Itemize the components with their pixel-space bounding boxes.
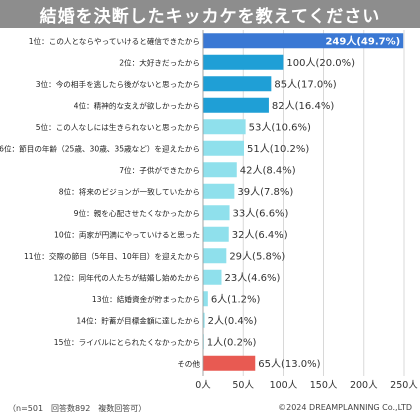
data-label: 32人(6.4%) [232, 229, 288, 241]
bar [203, 334, 204, 350]
category-label: 6位：節目の年齢（25歳、30歳、35歳など）を迎えたから [0, 143, 200, 153]
x-tick-label: 100人 [270, 380, 298, 391]
bar [203, 312, 205, 328]
data-label: 23人(4.6%) [224, 272, 280, 284]
data-label: 100人(20.0%) [286, 57, 355, 69]
category-label: 4位：精神的な支えが欲しかったから [74, 100, 200, 110]
data-label: 65人(13.0%) [258, 358, 320, 370]
category-label: 8位：将来のビジョンが一致していたから [59, 186, 200, 196]
sample-size-note: （n=501 回答数892 複数回答可） [8, 404, 147, 413]
chart-title: 結婚を決断したキッカケを教えてください [0, 0, 420, 28]
data-label: 51人(10.2%) [247, 143, 309, 155]
bar [203, 162, 237, 178]
bar [203, 248, 227, 264]
category-label: 13位：結婚資金が貯まったから [92, 294, 200, 304]
x-tick-label: 0人 [195, 380, 211, 391]
bar [203, 205, 230, 221]
data-label: 1人(0.2%) [207, 336, 257, 348]
x-tick-label: 250人 [390, 380, 418, 391]
data-label: 249人(49.7%) [325, 34, 400, 47]
copyright-credit: ©2024 DREAMPLANNING Co.,LTD [278, 403, 412, 412]
category-label: 9位：親を心配させたくなかったから [74, 208, 200, 218]
data-label: 39人(7.8%) [237, 186, 293, 198]
category-label: 15位：ライバルにとられたくなかったから [54, 337, 200, 347]
category-label: 10位：両家が円満にやっていけると思った [54, 229, 200, 239]
data-label: 33人(6.6%) [233, 207, 289, 219]
category-label: 7位：子供ができたから [119, 165, 200, 175]
x-tick-label: 150人 [310, 380, 338, 391]
category-label: 1位：この人とならやっていけると確信できたから [29, 36, 200, 46]
bar [203, 291, 208, 307]
data-label: 42人(8.4%) [240, 164, 296, 176]
x-tick-label: 200人 [350, 380, 378, 391]
bar [203, 269, 222, 285]
data-label: 85人(17.0%) [274, 78, 336, 90]
bar [203, 76, 272, 92]
bar [203, 119, 246, 135]
bar [203, 97, 269, 113]
bar [203, 33, 404, 49]
data-label: 53人(10.6%) [249, 121, 311, 133]
category-label: 3位：今の相手を逃したら後がないと思ったから [36, 79, 200, 89]
data-label: 2人(0.4%) [208, 315, 258, 327]
x-tick-label: 50人 [232, 380, 254, 391]
bar [203, 183, 235, 199]
data-label: 6人(1.2%) [211, 293, 261, 305]
bar [203, 140, 245, 156]
bar [203, 54, 284, 70]
category-label: 2位：大好きだったから [119, 57, 200, 67]
category-label: 5位：この人なしには生きられないと思ったから [36, 122, 200, 132]
bar [203, 226, 229, 242]
data-label: 29人(5.8%) [229, 250, 285, 262]
category-label: 12位：同年代の人たちが結婚し始めたから [54, 272, 200, 282]
category-label: その他 [177, 358, 200, 368]
category-label: 14位：貯蓄が目標金額に達したから [76, 315, 200, 325]
bar [203, 355, 256, 371]
category-label: 11位：交際の節目（5年目、10年目）を迎えたから [24, 251, 200, 261]
data-label: 82人(16.4%) [272, 100, 334, 112]
